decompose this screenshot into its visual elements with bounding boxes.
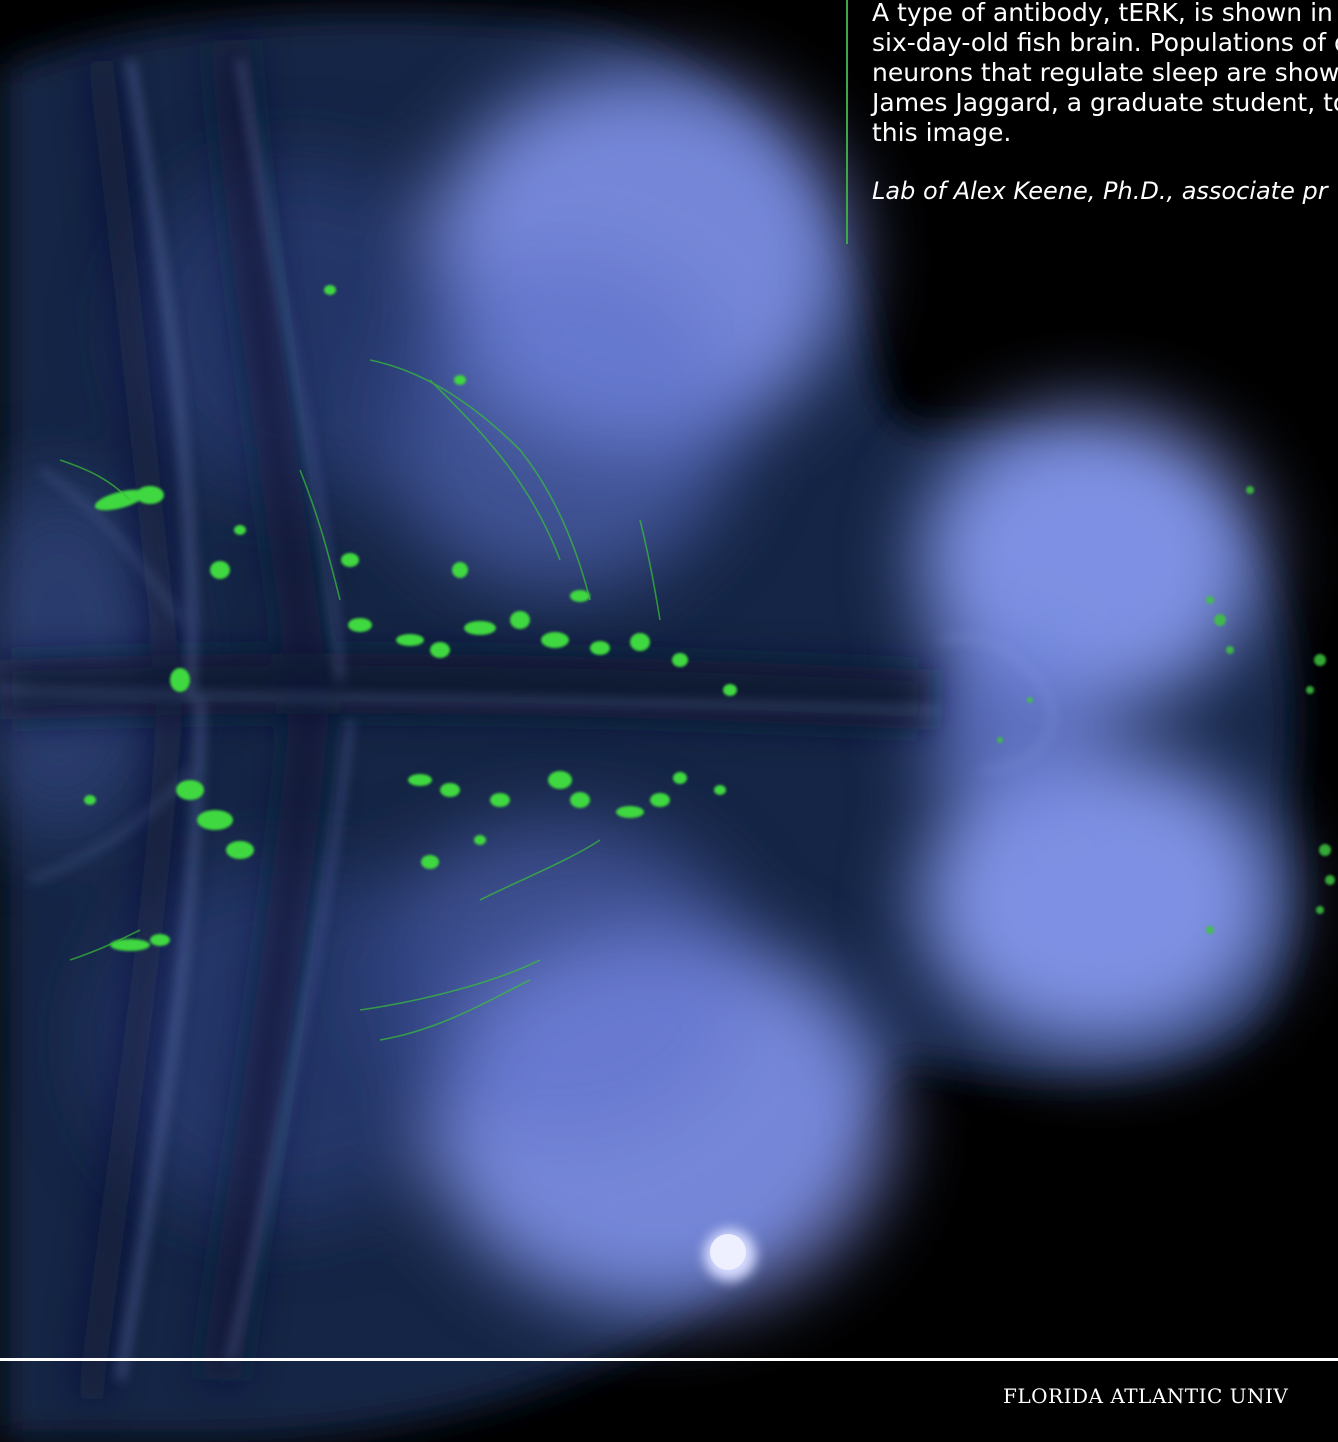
footer-university-name: FLORIDA ATLANTIC UNIV: [1003, 1384, 1289, 1408]
hindbrain-lobes: [920, 410, 1280, 1050]
caption-line: James Jaggard, a graduate student, to: [872, 88, 1338, 117]
caption-line: six-day-old fish brain. Populations of d: [872, 28, 1338, 57]
caption-box: A type of antibody, tERK, is shown in p …: [846, 0, 1338, 244]
neuron-axons: [59, 359, 661, 1041]
caption-line: this image.: [872, 118, 1012, 147]
bright-spot: [704, 1229, 756, 1281]
fibrous-streaks: [0, 59, 1055, 1381]
caption-credit: Lab of Alex Keene, Ph.D., associate pr: [872, 177, 1328, 205]
neuron-cluster-lower: [84, 771, 726, 951]
caption-line: neurons that regulate sleep are shown: [872, 58, 1338, 87]
caption-line: A type of antibody, tERK, is shown in p: [872, 0, 1338, 27]
midline-structures: [0, 38, 932, 1402]
neuron-cluster-upper: [94, 285, 737, 696]
footer-divider: [0, 1358, 1338, 1361]
neuron-speckles-hindbrain: [997, 486, 1335, 934]
caption-text: A type of antibody, tERK, is shown in p …: [872, 0, 1338, 148]
